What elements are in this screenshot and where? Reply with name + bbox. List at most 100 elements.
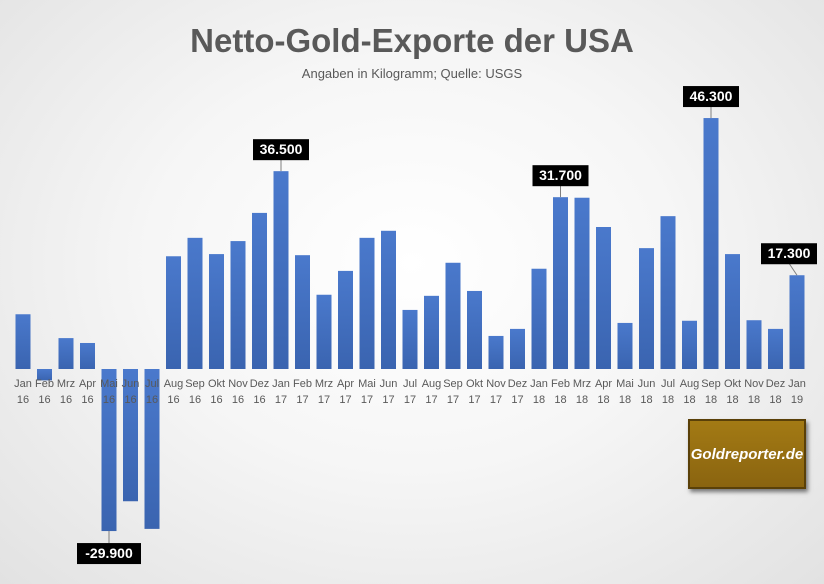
data-label: 36.500 bbox=[260, 141, 303, 157]
x-tick-label: 17 bbox=[404, 394, 416, 406]
bar-Jun-18 bbox=[639, 248, 654, 369]
x-tick-label: Jul bbox=[661, 378, 675, 390]
bar-Sep-18 bbox=[703, 118, 719, 369]
x-tick-label: 16 bbox=[146, 394, 158, 406]
bar-Jun-16 bbox=[123, 369, 138, 502]
x-tick-label: Apr bbox=[337, 378, 354, 390]
x-tick-label: Aug bbox=[422, 378, 442, 390]
data-label: -29.900 bbox=[85, 545, 133, 561]
data-label: 17.300 bbox=[768, 245, 811, 261]
bar-Jul-18 bbox=[660, 216, 676, 369]
x-tick-label: Feb bbox=[35, 378, 54, 390]
x-tick-label: 18 bbox=[619, 394, 631, 406]
x-tick-label: Jun bbox=[122, 378, 140, 390]
bar-Apr-18 bbox=[596, 226, 611, 369]
x-tick-label: 16 bbox=[17, 394, 29, 406]
data-label-box bbox=[761, 243, 817, 265]
bar-Mrz-18 bbox=[574, 197, 590, 369]
x-tick-label: Mai bbox=[358, 378, 376, 390]
x-tick-label: 19 bbox=[791, 394, 803, 406]
x-tick-label: Aug bbox=[680, 378, 700, 390]
x-tick-label: 17 bbox=[511, 394, 523, 406]
x-tick-label: Mai bbox=[100, 378, 118, 390]
bar-Aug-16 bbox=[166, 256, 181, 369]
x-tick-label: 16 bbox=[103, 394, 115, 406]
bar-Okt-17 bbox=[467, 290, 482, 369]
x-tick-label: 17 bbox=[382, 394, 394, 406]
goldreporter-logo: Goldreporter.de bbox=[688, 419, 806, 489]
bar-Feb-16 bbox=[37, 369, 52, 381]
x-tick-label: 16 bbox=[210, 394, 222, 406]
x-tick-label: Mai bbox=[616, 378, 634, 390]
x-tick-label: Feb bbox=[293, 378, 312, 390]
bar-Dez-18 bbox=[768, 328, 783, 369]
bar-Okt-16 bbox=[209, 254, 224, 369]
x-tick-label: Okt bbox=[466, 378, 483, 390]
x-tick-label: 17 bbox=[339, 394, 351, 406]
bar-Dez-17 bbox=[510, 328, 525, 369]
x-tick-label: 18 bbox=[576, 394, 588, 406]
x-tick-label: Jun bbox=[380, 378, 398, 390]
x-tick-label: Mrz bbox=[315, 378, 333, 390]
bar-Jan-17 bbox=[273, 171, 289, 369]
x-tick-label: 17 bbox=[468, 394, 480, 406]
x-tick-label: Jul bbox=[145, 378, 159, 390]
x-tick-label: Jan bbox=[272, 378, 290, 390]
bar-Nov-18 bbox=[746, 320, 762, 369]
x-tick-label: Jan bbox=[788, 378, 806, 390]
x-tick-label: Nov bbox=[744, 378, 764, 390]
x-tick-label: Jan bbox=[14, 378, 32, 390]
x-tick-label: Nov bbox=[228, 378, 248, 390]
x-tick-label: Dez bbox=[508, 378, 528, 390]
bar-Dez-16 bbox=[252, 212, 267, 369]
bar-Jan-18 bbox=[531, 268, 547, 369]
bar-Mrz-17 bbox=[316, 294, 332, 369]
x-tick-label: Dez bbox=[250, 378, 270, 390]
x-tick-label: 16 bbox=[253, 394, 265, 406]
bar-Mrz-16 bbox=[58, 338, 74, 369]
bar-Mai-17 bbox=[359, 237, 375, 369]
x-tick-label: 17 bbox=[361, 394, 373, 406]
bar-Jun-17 bbox=[381, 230, 396, 369]
data-label-box bbox=[532, 165, 589, 187]
x-tick-label: 18 bbox=[726, 394, 738, 406]
x-tick-label: 16 bbox=[232, 394, 244, 406]
bar-Feb-17 bbox=[295, 255, 310, 369]
x-tick-label: Sep bbox=[185, 378, 205, 390]
x-tick-label: 18 bbox=[597, 394, 609, 406]
x-tick-label: 16 bbox=[81, 394, 93, 406]
bar-Feb-18 bbox=[553, 197, 568, 369]
chart-subtitle: Angaben in Kilogramm; Quelle: USGS bbox=[301, 66, 523, 81]
x-tick-label: 16 bbox=[189, 394, 201, 406]
bar-Jan-19 bbox=[789, 275, 805, 369]
x-tick-label: 18 bbox=[640, 394, 652, 406]
bar-Apr-17 bbox=[338, 270, 353, 369]
x-tick-label: 17 bbox=[275, 394, 287, 406]
data-label-box bbox=[683, 86, 739, 108]
x-tick-label: 17 bbox=[490, 394, 502, 406]
bar-Aug-17 bbox=[424, 295, 439, 369]
bar-Aug-18 bbox=[682, 320, 697, 369]
x-tick-label: 18 bbox=[748, 394, 760, 406]
x-tick-label: Sep bbox=[443, 378, 463, 390]
x-tick-label: 16 bbox=[167, 394, 179, 406]
x-tick-label: Apr bbox=[595, 378, 612, 390]
x-tick-label: Apr bbox=[79, 378, 96, 390]
x-tick-label: Okt bbox=[724, 378, 741, 390]
bar-Jul-17 bbox=[402, 309, 418, 369]
x-tick-label: Sep bbox=[701, 378, 721, 390]
x-tick-label: 18 bbox=[769, 394, 781, 406]
x-tick-label: Feb bbox=[551, 378, 570, 390]
x-tick-label: Okt bbox=[208, 378, 225, 390]
x-tick-label: Jun bbox=[638, 378, 656, 390]
bar-Mai-16 bbox=[101, 369, 117, 532]
data-label: 31.700 bbox=[539, 167, 582, 183]
x-tick-label: 17 bbox=[296, 394, 308, 406]
x-tick-label: 16 bbox=[38, 394, 50, 406]
x-tick-label: 17 bbox=[318, 394, 330, 406]
bar-Sep-17 bbox=[445, 262, 461, 369]
x-tick-label: Jan bbox=[530, 378, 548, 390]
x-tick-label: Mrz bbox=[573, 378, 591, 390]
